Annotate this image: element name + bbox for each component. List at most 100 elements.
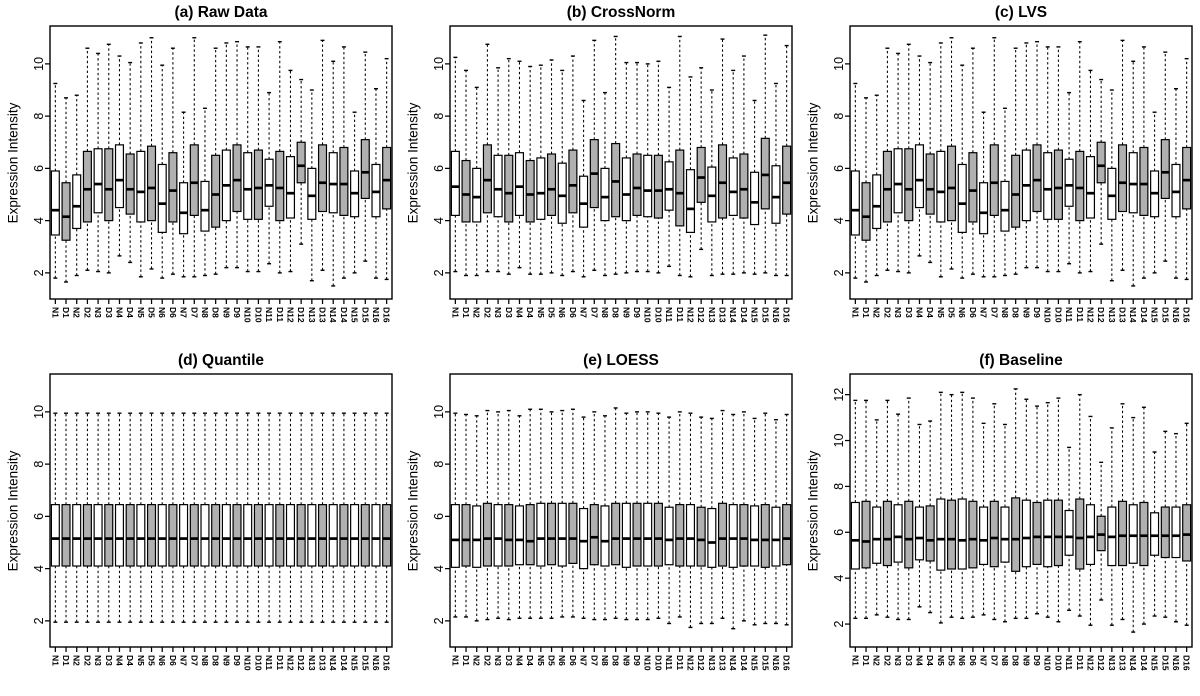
svg-text:8: 8 [832,483,846,490]
svg-text:N13: N13 [1107,655,1117,671]
svg-text:D4: D4 [925,307,935,318]
boxplot-canvas-raw-data: 2 4 6 8 10 N1 D1 N2 D2 N3 D3 N4 D4 N5 D5 N6 D6 N7 D7 N8 D8 N9… [32,25,393,323]
svg-text:N1: N1 [850,655,860,666]
svg-text:N14: N14 [1128,307,1138,323]
svg-text:N10: N10 [643,307,653,323]
svg-text:D8: D8 [1011,307,1021,318]
svg-text:N8: N8 [600,655,610,666]
svg-text:6: 6 [432,513,446,520]
svg-text:D3: D3 [504,307,514,318]
svg-text:N4: N4 [114,655,124,666]
svg-text:8: 8 [832,113,846,120]
svg-text:D16: D16 [382,307,392,323]
svg-text:N8: N8 [1000,655,1010,666]
svg-text:6: 6 [32,165,46,172]
svg-text:N7: N7 [979,307,989,318]
svg-text:D1: D1 [861,655,871,666]
svg-text:D16: D16 [382,655,392,671]
svg-text:4: 4 [832,575,846,582]
svg-text:D10: D10 [1053,307,1063,323]
svg-text:D13: D13 [1118,655,1128,671]
svg-text:D14: D14 [339,655,349,671]
svg-text:D10: D10 [653,307,663,323]
svg-text:8: 8 [432,461,446,468]
svg-text:D7: D7 [189,307,199,318]
svg-text:D10: D10 [653,655,663,671]
svg-text:4: 4 [32,565,46,572]
svg-text:N5: N5 [136,307,146,318]
svg-text:D13: D13 [718,655,728,671]
svg-text:8: 8 [32,113,46,120]
svg-text:N14: N14 [728,307,738,323]
svg-text:N9: N9 [1021,655,1031,666]
svg-text:D15: D15 [360,307,370,323]
svg-text:N4: N4 [114,307,124,318]
svg-text:N4: N4 [514,307,524,318]
svg-text:D1: D1 [61,307,71,318]
svg-text:N10: N10 [643,655,653,671]
svg-text:D5: D5 [947,655,957,666]
svg-text:D12: D12 [696,307,706,323]
panel-lvs-title: (c) LVS [994,4,1048,21]
svg-text:N4: N4 [914,307,924,318]
svg-text:10: 10 [32,57,46,71]
svg-text:N3: N3 [93,655,103,666]
svg-text:D16: D16 [1182,307,1192,323]
svg-text:N6: N6 [557,655,567,666]
svg-text:4: 4 [832,217,846,224]
svg-text:D1: D1 [461,655,471,666]
svg-text:N15: N15 [350,307,360,323]
svg-text:D14: D14 [739,307,749,323]
svg-text:D7: D7 [189,655,199,666]
panel-baseline-title: (f) Baseline [979,352,1063,369]
svg-text:2: 2 [432,617,446,624]
svg-text:N9: N9 [221,655,231,666]
svg-text:D11: D11 [675,655,685,670]
svg-text:6: 6 [432,165,446,172]
svg-text:N9: N9 [221,307,231,318]
svg-text:D12: D12 [1096,307,1106,323]
svg-text:D7: D7 [589,307,599,318]
svg-text:N16: N16 [371,307,381,323]
svg-text:D5: D5 [147,307,157,318]
boxplot-canvas-lvs: 2 4 6 8 10 N1 D1 N2 D2 N3 D3 N4 D4 N5 D5 N6 D6 N7 D7 N8 D8 N9… [832,25,1193,323]
svg-text:N12: N12 [685,307,695,323]
svg-text:D15: D15 [1160,655,1170,671]
svg-text:2: 2 [832,269,846,276]
svg-text:D10: D10 [253,307,263,323]
svg-text:N14: N14 [328,655,338,671]
panel-lvs: (c) LVS Expression Intensity 2 4 6 8 10 N1 D1 N… [800,0,1200,348]
svg-text:D6: D6 [168,655,178,666]
svg-text:10: 10 [432,405,446,419]
svg-text:N10: N10 [243,307,253,323]
svg-text:N8: N8 [200,655,210,666]
svg-text:N6: N6 [557,307,567,318]
svg-text:D3: D3 [104,307,114,318]
svg-text:N14: N14 [328,307,338,323]
svg-text:N6: N6 [157,655,167,666]
svg-text:D12: D12 [1096,655,1106,671]
svg-text:D16: D16 [782,655,792,671]
svg-text:N5: N5 [936,655,946,666]
svg-text:D1: D1 [861,307,871,318]
boxplot-canvas-crossnorm: 2 4 6 8 10 N1 D1 N2 D2 N3 D3 N4 D4 N5 D5 N6 D6 N7 D7 N8 D8 N9… [432,25,793,323]
svg-text:N3: N3 [893,307,903,318]
svg-text:D8: D8 [1011,655,1021,666]
panel-loess-title: (e) LOESS [583,352,659,369]
svg-text:D6: D6 [568,655,578,666]
svg-text:D9: D9 [632,655,642,666]
svg-text:6: 6 [832,165,846,172]
svg-text:N9: N9 [621,307,631,318]
svg-text:N13: N13 [707,655,717,671]
svg-text:D13: D13 [318,307,328,323]
svg-text:D3: D3 [104,655,114,666]
svg-text:D11: D11 [275,307,285,322]
svg-text:D7: D7 [989,655,999,666]
svg-text:D8: D8 [611,655,621,666]
svg-text:N11: N11 [264,655,274,670]
svg-text:D9: D9 [1032,307,1042,318]
svg-text:N1: N1 [850,307,860,318]
svg-text:N8: N8 [200,307,210,318]
svg-text:D14: D14 [339,307,349,323]
svg-text:D2: D2 [882,307,892,318]
